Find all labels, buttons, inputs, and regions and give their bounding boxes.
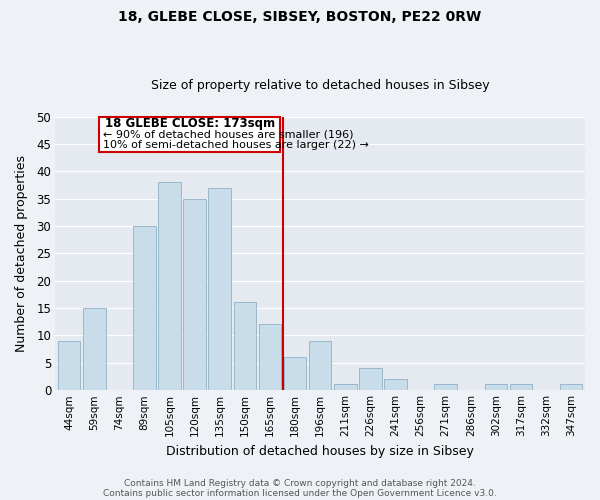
- Bar: [334, 384, 356, 390]
- Bar: [58, 340, 80, 390]
- Text: 10% of semi-detached houses are larger (22) →: 10% of semi-detached houses are larger (…: [103, 140, 369, 149]
- Text: ← 90% of detached houses are smaller (196): ← 90% of detached houses are smaller (19…: [103, 130, 353, 140]
- Bar: [133, 226, 156, 390]
- Text: 18 GLEBE CLOSE: 173sqm: 18 GLEBE CLOSE: 173sqm: [104, 117, 275, 130]
- Bar: [83, 308, 106, 390]
- Bar: [284, 357, 307, 390]
- Bar: [208, 188, 231, 390]
- Bar: [359, 368, 382, 390]
- Text: Contains public sector information licensed under the Open Government Licence v3: Contains public sector information licen…: [103, 488, 497, 498]
- Text: 18, GLEBE CLOSE, SIBSEY, BOSTON, PE22 0RW: 18, GLEBE CLOSE, SIBSEY, BOSTON, PE22 0R…: [118, 10, 482, 24]
- Bar: [485, 384, 507, 390]
- FancyBboxPatch shape: [100, 117, 280, 152]
- Bar: [184, 198, 206, 390]
- Title: Size of property relative to detached houses in Sibsey: Size of property relative to detached ho…: [151, 79, 490, 92]
- X-axis label: Distribution of detached houses by size in Sibsey: Distribution of detached houses by size …: [166, 444, 474, 458]
- Y-axis label: Number of detached properties: Number of detached properties: [15, 155, 28, 352]
- Bar: [434, 384, 457, 390]
- Bar: [233, 302, 256, 390]
- Bar: [509, 384, 532, 390]
- Text: Contains HM Land Registry data © Crown copyright and database right 2024.: Contains HM Land Registry data © Crown c…: [124, 478, 476, 488]
- Bar: [259, 324, 281, 390]
- Bar: [560, 384, 583, 390]
- Bar: [309, 340, 331, 390]
- Bar: [158, 182, 181, 390]
- Bar: [384, 379, 407, 390]
